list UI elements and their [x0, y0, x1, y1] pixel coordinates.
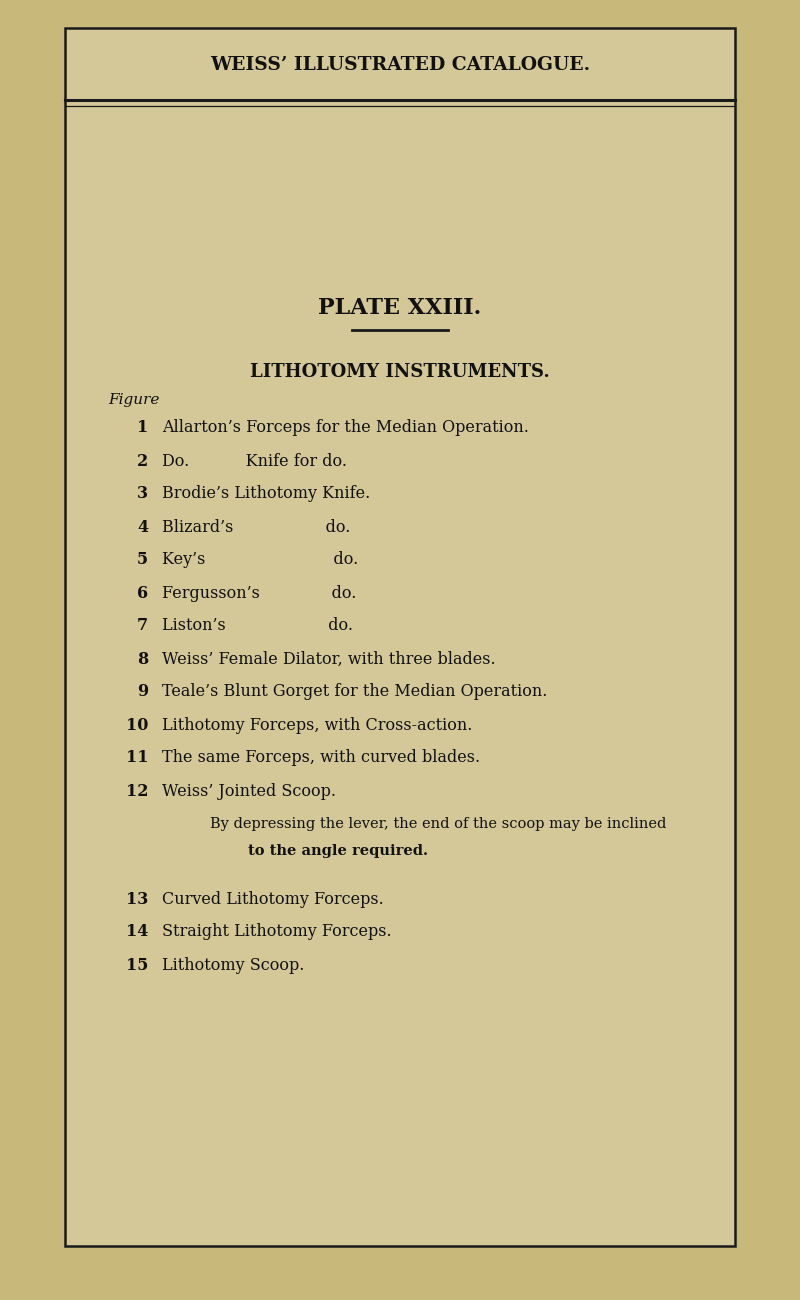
Text: Brodie’s Lithotomy Knife.: Brodie’s Lithotomy Knife.	[162, 485, 370, 503]
Text: 9: 9	[137, 684, 148, 701]
Text: Liston’s                    do.: Liston’s do.	[162, 618, 353, 634]
Text: 5: 5	[137, 551, 148, 568]
Text: LITHOTOMY INSTRUMENTS.: LITHOTOMY INSTRUMENTS.	[250, 363, 550, 381]
Text: Weiss’ Jointed Scoop.: Weiss’ Jointed Scoop.	[162, 783, 336, 800]
Bar	[65, 29, 735, 1245]
Text: Key’s                         do.: Key’s do.	[162, 551, 358, 568]
Text: 11: 11	[126, 750, 148, 767]
Text: Weiss’ Female Dilator, with three blades.: Weiss’ Female Dilator, with three blades…	[162, 650, 496, 667]
Text: Blizard’s                  do.: Blizard’s do.	[162, 519, 350, 536]
Text: Teale’s Blunt Gorget for the Median Operation.: Teale’s Blunt Gorget for the Median Oper…	[162, 684, 547, 701]
Text: 13: 13	[126, 891, 148, 907]
Text: to the angle required.: to the angle required.	[248, 844, 428, 858]
Text: 14: 14	[126, 923, 148, 940]
Text: Allarton’s Forceps for the Median Operation.: Allarton’s Forceps for the Median Operat…	[162, 420, 529, 437]
Text: 8: 8	[137, 650, 148, 667]
Text: 7: 7	[137, 618, 148, 634]
Text: Do.           Knife for do.: Do. Knife for do.	[162, 452, 347, 469]
Text: 2: 2	[137, 452, 148, 469]
Text: Figure: Figure	[108, 393, 159, 407]
Text: Lithotomy Forceps, with Cross-action.: Lithotomy Forceps, with Cross-action.	[162, 716, 472, 733]
Text: Lithotomy Scoop.: Lithotomy Scoop.	[162, 957, 304, 974]
Text: 3: 3	[137, 485, 148, 503]
Text: 4: 4	[137, 519, 148, 536]
Text: 6: 6	[137, 585, 148, 602]
Text: The same Forceps, with curved blades.: The same Forceps, with curved blades.	[162, 750, 480, 767]
Text: Curved Lithotomy Forceps.: Curved Lithotomy Forceps.	[162, 891, 384, 907]
Text: 1: 1	[137, 420, 148, 437]
Text: 12: 12	[126, 783, 148, 800]
Text: 10: 10	[126, 716, 148, 733]
Text: PLATE XXIII.: PLATE XXIII.	[318, 296, 482, 318]
Text: 15: 15	[126, 957, 148, 974]
Text: WEISS’ ILLUSTRATED CATALOGUE.: WEISS’ ILLUSTRATED CATALOGUE.	[210, 56, 590, 74]
Text: By depressing the lever, the end of the scoop may be inclined: By depressing the lever, the end of the …	[210, 816, 666, 831]
Text: Straight Lithotomy Forceps.: Straight Lithotomy Forceps.	[162, 923, 392, 940]
Text: Fergusson’s              do.: Fergusson’s do.	[162, 585, 356, 602]
